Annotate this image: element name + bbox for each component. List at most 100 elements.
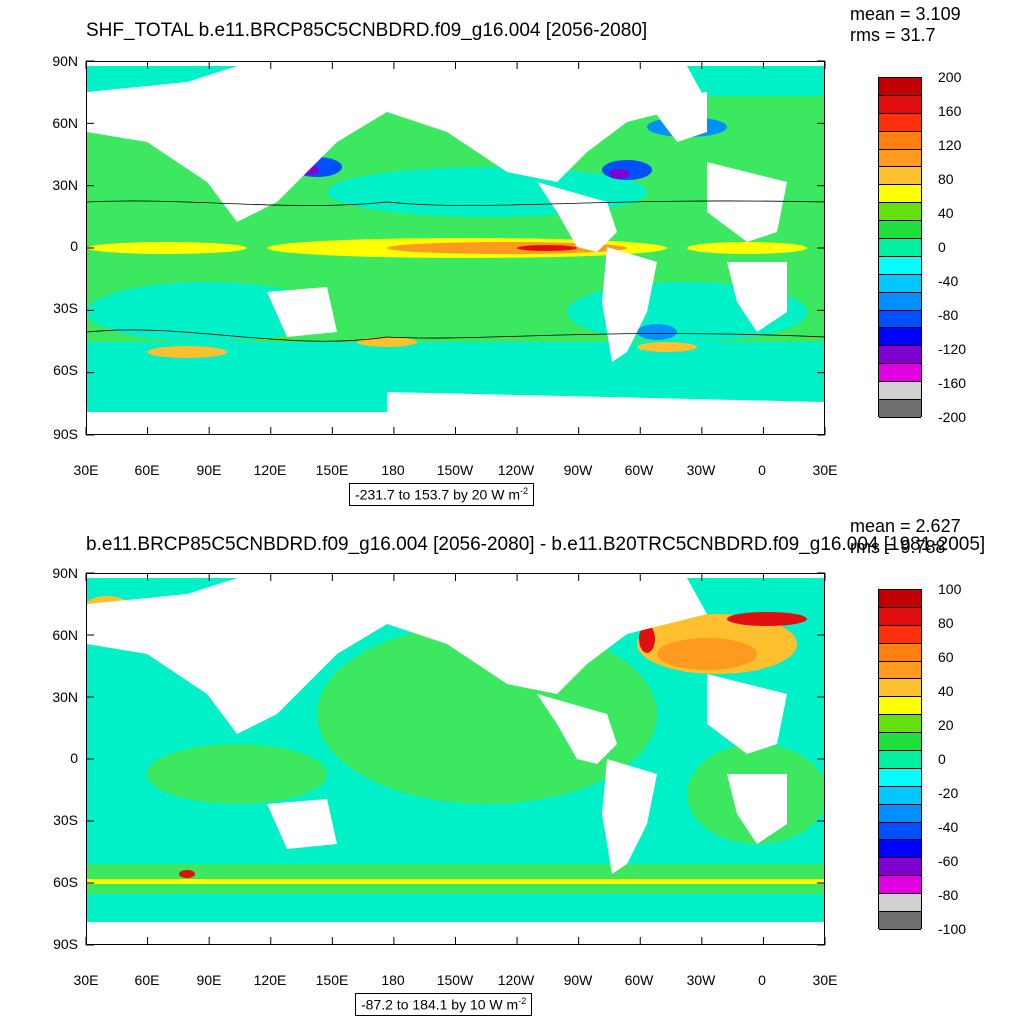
colorbar-swatch	[879, 840, 921, 859]
lon-label: 60E	[134, 972, 160, 988]
colorbar-label: 20	[938, 717, 954, 733]
lat-label: 90S	[53, 936, 78, 952]
colorbar-swatch	[879, 203, 921, 222]
lon-label: 90W	[563, 462, 593, 478]
lon-label: 90E	[196, 972, 222, 988]
colorbar-label: 80	[938, 171, 954, 187]
lat-label: 60S	[53, 874, 78, 890]
unit-exponent: -2	[519, 486, 528, 496]
colorbar-swatch	[879, 607, 921, 626]
lon-label: 150W	[436, 462, 474, 478]
colorbar-swatch	[879, 256, 921, 275]
lon-label: 60W	[624, 462, 654, 478]
colorbar-swatch	[879, 292, 921, 311]
lat-label: 0	[70, 750, 78, 766]
colorbar-swatch	[879, 400, 921, 418]
axis-ticks	[85, 572, 826, 946]
colorbar-swatch	[879, 274, 921, 293]
lon-label: 30W	[686, 972, 716, 988]
colorbar-swatch	[879, 149, 921, 168]
colorbar-label: 40	[938, 683, 954, 699]
colorbar-swatch	[879, 328, 921, 347]
colorbar-swatch	[879, 78, 921, 96]
lon-label: 60W	[624, 972, 654, 988]
colorbar-swatch	[879, 715, 921, 734]
lat-label: 90S	[53, 426, 78, 442]
lat-label: 90N	[52, 565, 78, 581]
colorbar-swatch	[879, 113, 921, 132]
lon-label: 90E	[196, 462, 222, 478]
colorbar-swatch	[879, 697, 921, 716]
contour-range-text: -87.2 to 184.1 by 10 W m	[361, 996, 519, 1013]
colorbar-swatch	[879, 733, 921, 752]
lon-label: 0	[758, 972, 766, 988]
lon-label: 30E	[73, 462, 99, 478]
lon-label: 150W	[436, 972, 474, 988]
rms-value: rms = 31.7	[850, 25, 936, 45]
colorbar-swatch	[879, 786, 921, 805]
colorbar-label: -120	[938, 341, 967, 357]
mean-value: mean = 3.109	[850, 4, 961, 24]
lon-label: 0	[758, 462, 766, 478]
map-plot-area	[86, 61, 825, 435]
colorbar-label: 0	[938, 239, 946, 255]
colorbar-swatch	[879, 679, 921, 698]
lat-label: 90N	[52, 53, 78, 69]
colorbar-label: 40	[938, 205, 954, 221]
colorbar-label: 0	[938, 751, 946, 767]
lon-label: 180	[381, 462, 405, 478]
colorbar	[878, 77, 922, 418]
colorbar-swatch	[879, 661, 921, 680]
colorbar-label: -60	[938, 853, 959, 869]
lon-label: 30E	[812, 462, 838, 478]
colorbar-label: 80	[938, 615, 954, 631]
map-panel-bottom: b.e11.BRCP85C5CNBDRD.f09_g16.004 [2056-2…	[0, 512, 1024, 1024]
colorbar-swatch	[879, 185, 921, 204]
lon-label: 150E	[315, 462, 349, 478]
colorbar-label: 60	[938, 649, 954, 665]
colorbar	[878, 589, 922, 930]
map-panel-top: SHF_TOTAL b.e11.BRCP85C5CNBDRD.f09_g16.0…	[52, 4, 967, 506]
colorbar-label: 200	[938, 69, 962, 85]
colorbar-label: 120	[938, 137, 962, 153]
colorbar-label: -100	[938, 921, 967, 937]
colorbar-swatch	[879, 364, 921, 383]
lon-label: 180	[381, 972, 405, 988]
lon-label: 90W	[563, 972, 593, 988]
lon-label: 30E	[812, 972, 838, 988]
lat-label: 0	[70, 238, 78, 254]
sst-heat-flux-map	[87, 66, 824, 434]
colorbar-swatch	[879, 95, 921, 114]
lon-label: 30E	[73, 972, 99, 988]
lat-label: 30N	[52, 689, 78, 705]
lat-label: 30S	[53, 812, 78, 828]
colorbar-swatch	[879, 625, 921, 644]
contour-range-text: -231.7 to 153.7 by 20 W m	[355, 486, 520, 503]
colorbar-swatch	[879, 239, 921, 257]
colorbar-swatch	[879, 346, 921, 365]
colorbar-swatch	[879, 876, 921, 895]
lat-label: 30N	[52, 177, 78, 193]
colorbar-label: -200	[938, 409, 967, 425]
contour-range-box: -231.7 to 153.7 by 20 W m-2	[349, 483, 534, 506]
lon-label: 30W	[686, 462, 716, 478]
colorbar-swatch	[879, 167, 921, 186]
colorbar-label: -40	[938, 273, 959, 289]
colorbar-swatch	[879, 221, 921, 240]
mean-value: mean = 2.627	[850, 516, 961, 536]
colorbar-swatch	[879, 804, 921, 823]
unit-exponent: -2	[518, 996, 527, 1006]
colorbar-swatch	[879, 382, 921, 401]
lon-label: 120E	[253, 972, 287, 988]
colorbar-swatch	[879, 858, 921, 877]
colorbar-swatch	[879, 131, 921, 150]
colorbar-label: 160	[938, 103, 962, 119]
colorbar-swatch	[879, 310, 921, 329]
colorbar-label: -40	[938, 819, 959, 835]
lon-label: 120E	[253, 462, 287, 478]
lon-label: 120W	[497, 972, 535, 988]
colorbar-swatch	[879, 590, 921, 608]
colorbar-swatch	[879, 894, 921, 913]
lat-label: 60N	[52, 627, 78, 643]
difference-map	[87, 578, 824, 944]
